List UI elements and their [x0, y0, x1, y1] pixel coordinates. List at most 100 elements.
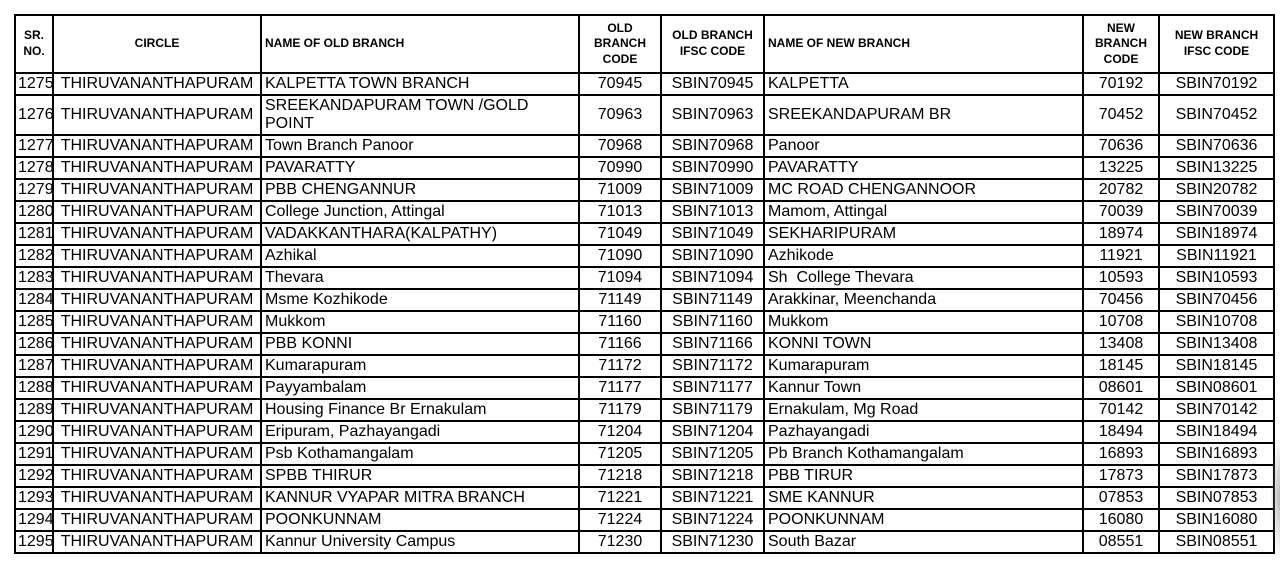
- cell-sr_no: 1295: [14, 530, 54, 554]
- cell-sr_no: 1290: [14, 420, 54, 444]
- cell-circle: THIRUVANANTHAPURAM: [52, 508, 262, 532]
- cell-old_branch_ifsc: SBIN71166: [660, 332, 765, 356]
- cell-new_branch_code: 70039: [1082, 200, 1160, 224]
- cell-new_branch_name: KALPETTA: [763, 72, 1084, 96]
- cell-new_branch_name: POONKUNNAM: [763, 508, 1084, 532]
- cell-new_branch_name: Sh College Thevara: [763, 266, 1084, 290]
- cell-new_branch_ifsc: SBIN10708: [1158, 310, 1275, 334]
- cell-new_branch_code: 10593: [1082, 266, 1160, 290]
- cell-sr_no: 1276: [14, 94, 54, 136]
- cell-old_branch_code: 71094: [578, 266, 662, 290]
- cell-new_branch_ifsc: SBIN11921: [1158, 244, 1275, 268]
- cell-new_branch_name: SREEKANDAPURAM BR: [763, 94, 1084, 136]
- table-row: 1295 THIRUVANANTHAPURAM Kannur University …: [14, 530, 1275, 554]
- header-row: SR. NO. CIRCLE NAME OF OLD BRANCH OLD BR…: [14, 14, 1275, 74]
- cell-circle: THIRUVANANTHAPURAM: [52, 398, 262, 422]
- cell-old_branch_name: Kumarapuram: [260, 354, 580, 378]
- cell-new_branch_ifsc: SBIN18974: [1158, 222, 1275, 246]
- cell-new_branch_ifsc: SBIN07853: [1158, 486, 1275, 510]
- cell-new_branch_name: Azhikode: [763, 244, 1084, 268]
- cell-new_branch_ifsc: SBIN70636: [1158, 134, 1275, 158]
- cell-new_branch_code: 70142: [1082, 398, 1160, 422]
- cell-new_branch_name: Mamom, Attingal: [763, 200, 1084, 224]
- cell-new_branch_ifsc: SBIN16080: [1158, 508, 1275, 532]
- cell-old_branch_name: Thevara: [260, 266, 580, 290]
- table-row: 1276 THIRUVANANTHAPURAM SREEKANDAPURAM TOW…: [14, 94, 1275, 136]
- cell-old_branch_ifsc: SBIN71009: [660, 178, 765, 202]
- table-row: 1279 THIRUVANANTHAPURAM PBB CHENGANNUR 7100…: [14, 178, 1275, 202]
- table-row: 1283 THIRUVANANTHAPURAM Thevara 71094 SBIN71…: [14, 266, 1275, 290]
- cell-old_branch_code: 71205: [578, 442, 662, 466]
- cell-new_branch_name: Pb Branch Kothamangalam: [763, 442, 1084, 466]
- table-row: 1286 THIRUVANANTHAPURAM PBB KONNI 71166 SBIN…: [14, 332, 1275, 356]
- table-row: 1291 THIRUVANANTHAPURAM Psb Kothamangalam 7…: [14, 442, 1275, 466]
- table-row: 1280 THIRUVANANTHAPURAM College Junction, …: [14, 200, 1275, 224]
- cell-new_branch_ifsc: SBIN20782: [1158, 178, 1275, 202]
- cell-new_branch_name: KONNI TOWN: [763, 332, 1084, 356]
- cell-circle: THIRUVANANTHAPURAM: [52, 178, 262, 202]
- cell-old_branch_ifsc: SBIN71090: [660, 244, 765, 268]
- cell-old_branch_ifsc: SBIN71179: [660, 398, 765, 422]
- cell-new_branch_name: Panoor: [763, 134, 1084, 158]
- cell-old_branch_code: 71160: [578, 310, 662, 334]
- cell-new_branch_name: Pazhayangadi: [763, 420, 1084, 444]
- cell-new_branch_code: 70456: [1082, 288, 1160, 312]
- cell-sr_no: 1277: [14, 134, 54, 158]
- cell-circle: THIRUVANANTHAPURAM: [52, 94, 262, 136]
- cell-sr_no: 1279: [14, 178, 54, 202]
- cell-old_branch_code: 71009: [578, 178, 662, 202]
- cell-circle: THIRUVANANTHAPURAM: [52, 156, 262, 180]
- cell-circle: THIRUVANANTHAPURAM: [52, 72, 262, 96]
- table-row: 1288 THIRUVANANTHAPURAM Payyambalam 71177 SB…: [14, 376, 1275, 400]
- cell-old_branch_name: VADAKKANTHARA(KALPATHY): [260, 222, 580, 246]
- cell-old_branch_ifsc: SBIN71160: [660, 310, 765, 334]
- cell-new_branch_ifsc: SBIN08601: [1158, 376, 1275, 400]
- cell-old_branch_ifsc: SBIN71149: [660, 288, 765, 312]
- cell-old_branch_code: 71172: [578, 354, 662, 378]
- header-sr-no: SR. NO.: [14, 14, 54, 74]
- cell-new_branch_name: SEKHARIPURAM: [763, 222, 1084, 246]
- cell-old_branch_code: 70945: [578, 72, 662, 96]
- cell-old_branch_code: 70963: [578, 94, 662, 136]
- cell-new_branch_name: PAVARATTY: [763, 156, 1084, 180]
- table-header: SR. NO. CIRCLE NAME OF OLD BRANCH OLD BR…: [14, 14, 1275, 74]
- cell-new_branch_code: 08601: [1082, 376, 1160, 400]
- cell-old_branch_ifsc: SBIN71221: [660, 486, 765, 510]
- cell-old_branch_name: PAVARATTY: [260, 156, 580, 180]
- cell-sr_no: 1280: [14, 200, 54, 224]
- cell-new_branch_ifsc: SBIN70142: [1158, 398, 1275, 422]
- table-row: 1282 THIRUVANANTHAPURAM Azhikal 71090 SBIN71…: [14, 244, 1275, 268]
- cell-new_branch_name: SME KANNUR: [763, 486, 1084, 510]
- table-row: 1277 THIRUVANANTHAPURAM Town Branch Panoor…: [14, 134, 1275, 158]
- cell-new_branch_name: MC ROAD CHENGANNOOR: [763, 178, 1084, 202]
- cell-circle: THIRUVANANTHAPURAM: [52, 530, 262, 554]
- cell-new_branch_ifsc: SBIN13225: [1158, 156, 1275, 180]
- cell-old_branch_ifsc: SBIN70990: [660, 156, 765, 180]
- cell-new_branch_code: 70636: [1082, 134, 1160, 158]
- cell-old_branch_code: 71179: [578, 398, 662, 422]
- table-row: 1285 THIRUVANANTHAPURAM Mukkom 71160 SBIN711…: [14, 310, 1275, 334]
- cell-sr_no: 1285: [14, 310, 54, 334]
- cell-new_branch_code: 16080: [1082, 508, 1160, 532]
- cell-old_branch_name: SREEKANDAPURAM TOWN /GOLD POINT: [260, 94, 580, 136]
- header-new-branch-code: NEW BRANCH CODE: [1082, 14, 1160, 74]
- branch-merger-table: SR. NO. CIRCLE NAME OF OLD BRANCH OLD BR…: [14, 14, 1275, 554]
- cell-new_branch_code: 70452: [1082, 94, 1160, 136]
- cell-new_branch_ifsc: SBIN10593: [1158, 266, 1275, 290]
- cell-new_branch_code: 20782: [1082, 178, 1160, 202]
- cell-sr_no: 1292: [14, 464, 54, 488]
- cell-old_branch_code: 71090: [578, 244, 662, 268]
- cell-circle: THIRUVANANTHAPURAM: [52, 200, 262, 224]
- cell-old_branch_ifsc: SBIN70963: [660, 94, 765, 136]
- cell-old_branch_name: POONKUNNAM: [260, 508, 580, 532]
- cell-old_branch_code: 71149: [578, 288, 662, 312]
- cell-new_branch_code: 18494: [1082, 420, 1160, 444]
- cell-sr_no: 1294: [14, 508, 54, 532]
- table-row: 1293 THIRUVANANTHAPURAM KANNUR VYAPAR MITR…: [14, 486, 1275, 510]
- cell-old_branch_code: 71224: [578, 508, 662, 532]
- table-row: 1278 THIRUVANANTHAPURAM PAVARATTY 70990 SBIN…: [14, 156, 1275, 180]
- cell-old_branch_name: SPBB THIRUR: [260, 464, 580, 488]
- cell-old_branch_code: 71204: [578, 420, 662, 444]
- cell-new_branch_code: 17873: [1082, 464, 1160, 488]
